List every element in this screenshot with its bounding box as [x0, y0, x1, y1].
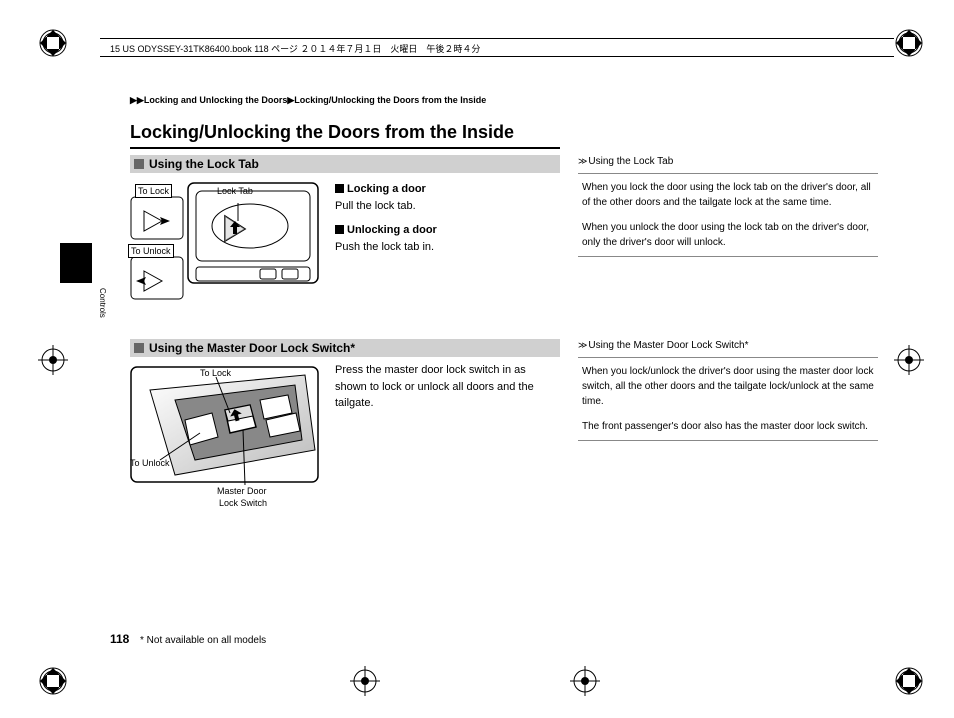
- section2-heading-bar: Using the Master Door Lock Switch*: [130, 339, 560, 357]
- side-section-2: ≫ Using the Master Door Lock Switch* Whe…: [578, 338, 878, 441]
- side1-box: When you lock the door using the lock ta…: [578, 173, 878, 257]
- title-underline: [130, 147, 560, 149]
- section2-heading: Using the Master Door Lock Switch*: [149, 341, 355, 355]
- section1-h1: Locking a door: [347, 183, 426, 195]
- cross-mark-bc1: [350, 666, 380, 696]
- reg-mark-tr: [894, 28, 924, 58]
- bullet-icon: [335, 184, 344, 193]
- header-file-info: 15 US ODYSSEY-31TK86400.book 118 ページ ２０１…: [110, 42, 480, 55]
- page-number: 118: [110, 632, 129, 646]
- breadcrumb: ▶▶Locking and Unlocking the Doors▶Lockin…: [130, 95, 486, 106]
- section1-heading: Using the Lock Tab: [149, 157, 259, 171]
- reg-mark-tl: [38, 28, 68, 58]
- label-to-unlock-2: To Unlock: [128, 457, 172, 469]
- side-arrows-icon: ≫: [578, 339, 586, 353]
- side1-title: Using the Lock Tab: [588, 154, 673, 169]
- header-rule-bottom: [100, 56, 894, 57]
- label-lock-tab: Lock Tab: [215, 185, 255, 197]
- header-rule-top: [100, 38, 894, 39]
- label-to-lock-2: To Lock: [198, 367, 233, 379]
- side2-p2: The front passenger's door also has the …: [582, 419, 874, 434]
- side2-title-row: ≫ Using the Master Door Lock Switch*: [578, 338, 878, 353]
- label-master-1: Master Door: [215, 485, 269, 497]
- diagram-master-switch: To Lock To Unlock Master Door Lock Switc…: [130, 365, 320, 515]
- side1-p2: When you unlock the door using the lock …: [582, 220, 874, 250]
- side1-p1: When you lock the door using the lock ta…: [582, 180, 874, 210]
- side-section-1: ≫ Using the Lock Tab When you lock the d…: [578, 154, 878, 257]
- section-square-icon: [134, 159, 144, 169]
- cross-mark-bc2: [570, 666, 600, 696]
- section1-p2: Push the lock tab in.: [335, 241, 434, 253]
- label-to-lock-1: To Lock: [135, 184, 172, 198]
- section2-body: Press the master door lock switch in as …: [335, 362, 560, 420]
- cross-mark-right: [894, 345, 924, 375]
- bullet-icon: [335, 225, 344, 234]
- side-arrows-icon: ≫: [578, 155, 586, 169]
- side2-title: Using the Master Door Lock Switch*: [588, 338, 748, 353]
- diagram-lock-tab: To Lock To Unlock Lock Tab: [130, 181, 320, 311]
- page-title: Locking/Unlocking the Doors from the Ins…: [130, 122, 514, 143]
- section1-h2: Unlocking a door: [347, 224, 437, 236]
- section-square-icon: [134, 343, 144, 353]
- section2-p1: Press the master door lock switch in as …: [335, 362, 560, 412]
- controls-label: Controls: [98, 288, 107, 318]
- label-master-2: Lock Switch: [217, 497, 269, 509]
- label-to-unlock-1: To Unlock: [128, 244, 174, 258]
- section1-heading-bar: Using the Lock Tab: [130, 155, 560, 173]
- side2-box: When you lock/unlock the driver's door u…: [578, 357, 878, 441]
- cross-mark-left: [38, 345, 68, 375]
- side2-p1: When you lock/unlock the driver's door u…: [582, 364, 874, 409]
- side1-title-row: ≫ Using the Lock Tab: [578, 154, 878, 169]
- side-tab: [60, 243, 92, 283]
- section1-p1: Pull the lock tab.: [335, 200, 416, 212]
- reg-mark-bl: [38, 666, 68, 696]
- section1-body: Locking a door Pull the lock tab. Unlock…: [335, 181, 560, 263]
- reg-mark-br: [894, 666, 924, 696]
- footnote: * Not available on all models: [140, 635, 266, 646]
